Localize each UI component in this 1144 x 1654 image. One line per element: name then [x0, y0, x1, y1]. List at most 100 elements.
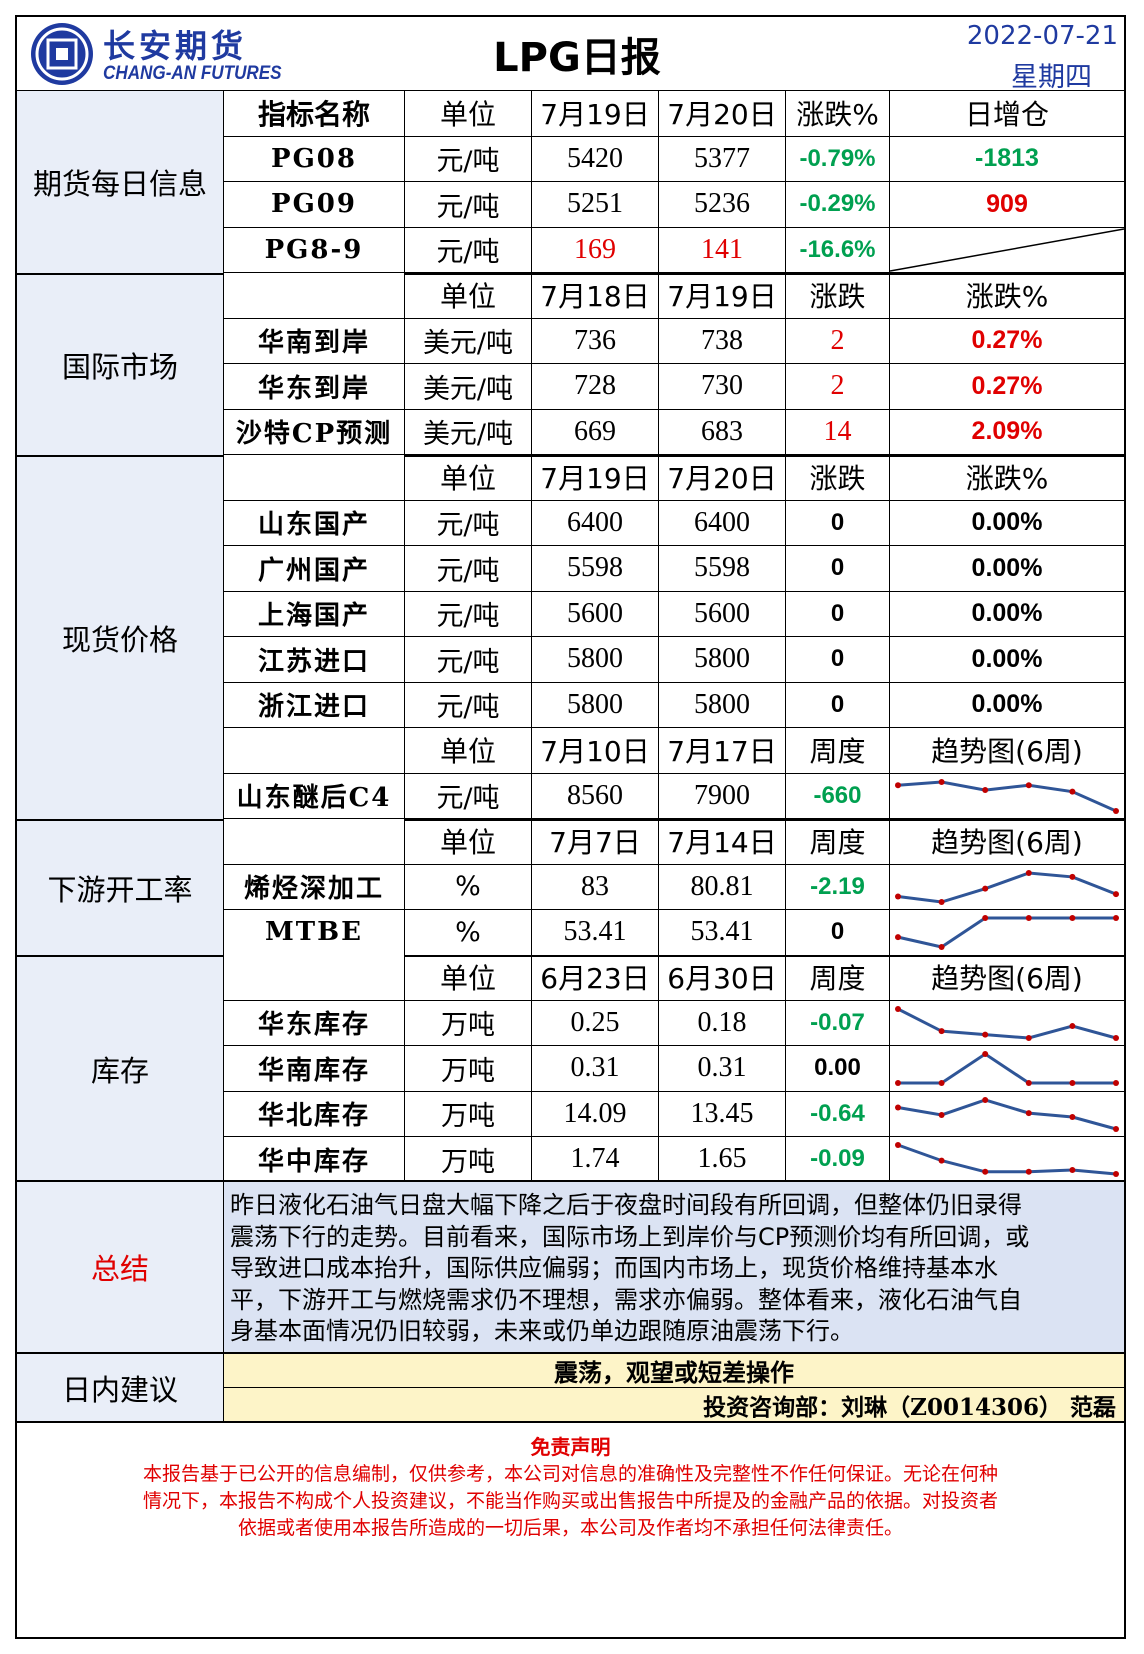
summary-line: 导致进口成本抬升，国际供应偏弱；而国内市场上，现货价格维持基本水: [230, 1254, 998, 1282]
trend-point: [1069, 1022, 1076, 1029]
value-prev: 6400: [532, 500, 659, 546]
trend-sparkline: [895, 915, 1119, 950]
advice-label-text: 日内建议: [61, 1372, 178, 1407]
company-logo: 长安期货 CHANG-AN FUTURES: [27, 21, 297, 87]
unit-cell: 元/吨: [405, 682, 532, 728]
column-header: 7月20日: [659, 455, 786, 501]
report-title: LPG日报: [493, 35, 661, 81]
unit-cell: 元/吨: [405, 591, 532, 637]
change-cell: 0: [786, 637, 890, 683]
trend-line: [898, 1052, 1116, 1085]
unit-cell: 元/吨: [405, 773, 532, 819]
column-header: 7月20日: [659, 91, 786, 137]
value-prev: 669: [532, 409, 659, 455]
column-header: 涨跌%: [890, 455, 1124, 501]
column-header: 单位: [405, 455, 532, 501]
row-label: 浙江进口: [224, 682, 405, 728]
value-prev: 5251: [532, 182, 659, 228]
logo-en-text: CHANG-AN FUTURES: [103, 63, 282, 84]
value-curr: 53.41: [659, 910, 786, 956]
trend-point: [1025, 781, 1032, 788]
unit-cell: 美元/吨: [405, 318, 532, 364]
extra-cell: 0.27%: [890, 319, 1124, 364]
value-curr: 738: [659, 318, 786, 364]
value-curr: 13.45: [659, 1091, 786, 1137]
trend-point: [982, 885, 989, 892]
column-header: 涨跌: [786, 273, 890, 319]
row-label: MTBE: [224, 910, 405, 956]
column-header: 趋势图(6周): [890, 955, 1124, 1001]
row-label: 上海国产: [224, 591, 405, 637]
value-curr: 5600: [659, 591, 786, 637]
header-name: [224, 955, 405, 1001]
trend-chart: [890, 1092, 1124, 1137]
trend-point: [1025, 869, 1032, 876]
diagonal-line: [890, 228, 1124, 272]
value-prev: 5800: [532, 682, 659, 728]
logo-emblem-icon: [31, 23, 93, 85]
trend-point: [1069, 788, 1076, 795]
trend-point: [1025, 1080, 1032, 1086]
section-label-futures: 期货每日信息: [17, 91, 224, 273]
column-header: 单位: [405, 728, 532, 774]
value-curr: 5598: [659, 546, 786, 592]
unit-cell: 美元/吨: [405, 409, 532, 455]
row-label: 华南库存: [224, 1046, 405, 1092]
column-header: 涨跌: [786, 455, 890, 501]
extra-cell: 0.00%: [890, 592, 1124, 637]
trend-chart: [890, 1001, 1124, 1046]
column-header: 7月17日: [659, 728, 786, 774]
trend-point: [938, 1157, 945, 1164]
value-prev: 728: [532, 364, 659, 410]
advice-label: 日内建议: [17, 1352, 224, 1421]
extra-cell: 2.09%: [890, 410, 1124, 455]
advice-text: 震荡，观望或短差操作: [224, 1352, 1124, 1388]
trend-point: [938, 898, 945, 905]
column-header: 单位: [405, 273, 532, 319]
trend-line: [897, 1143, 1117, 1176]
change-cell: -0.09: [786, 1137, 890, 1183]
trend-point: [1113, 1171, 1119, 1177]
trend-chart: [890, 910, 1124, 956]
unit-cell: 万吨: [405, 1046, 532, 1092]
column-header: 单位: [405, 819, 532, 865]
disclaimer-line: 情况下，本报告不构成个人投资建议，不能当作购买或出售报告中所提及的金融产品的依据…: [142, 1490, 998, 1512]
report-date: 2022-07-21: [966, 21, 1118, 51]
value-curr: 141: [659, 227, 786, 273]
trend-point: [1069, 873, 1076, 880]
report-weekday: 星期四: [1011, 62, 1092, 91]
change-cell: 0: [786, 546, 890, 592]
value-curr: 5236: [659, 182, 786, 228]
trend-sparkline: [895, 1142, 1119, 1177]
value-prev: 0.25: [532, 1000, 659, 1046]
trend-sparkline: [895, 1051, 1119, 1086]
change-cell: 0: [786, 910, 890, 956]
value-prev: 8560: [532, 773, 659, 819]
trend-point: [895, 1142, 901, 1148]
column-header: 涨跌%: [786, 91, 890, 137]
value-prev: 736: [532, 318, 659, 364]
disclaimer-title: 免责声明: [530, 1435, 611, 1459]
trend-point: [938, 1111, 945, 1118]
column-header: 7月7日: [532, 819, 659, 865]
unit-cell: %: [405, 910, 532, 956]
row-label: PG08: [224, 136, 405, 182]
change-cell: 0: [786, 591, 890, 637]
disclaimer: 免责声明 本报告基于已公开的信息编制，仅供参考，本公司对信息的准确性及完整性不作…: [17, 1421, 1124, 1637]
summary-line: 震荡下行的走势。目前看来，国际市场上到岸价与CP预测价均有所回调，或: [230, 1222, 1030, 1251]
trend-point: [1113, 1125, 1119, 1132]
row-label: 烯烃深加工: [224, 864, 405, 910]
value-prev: 5420: [532, 136, 659, 182]
trend-line: [897, 779, 1117, 812]
summary-label: 总结: [17, 1180, 224, 1352]
trend-point: [895, 781, 901, 788]
trend-chart: [890, 1137, 1124, 1183]
column-header: 趋势图(6周): [890, 819, 1124, 865]
column-header: 周度: [786, 728, 890, 774]
value-curr: 5800: [659, 682, 786, 728]
header-name: [224, 819, 405, 865]
column-header: 7月18日: [532, 273, 659, 319]
report-header: 长安期货 CHANG-AN FUTURES LPG日报 2022-07-21 星…: [17, 17, 1124, 91]
trend-point: [1069, 915, 1076, 921]
trend-point: [895, 893, 901, 900]
